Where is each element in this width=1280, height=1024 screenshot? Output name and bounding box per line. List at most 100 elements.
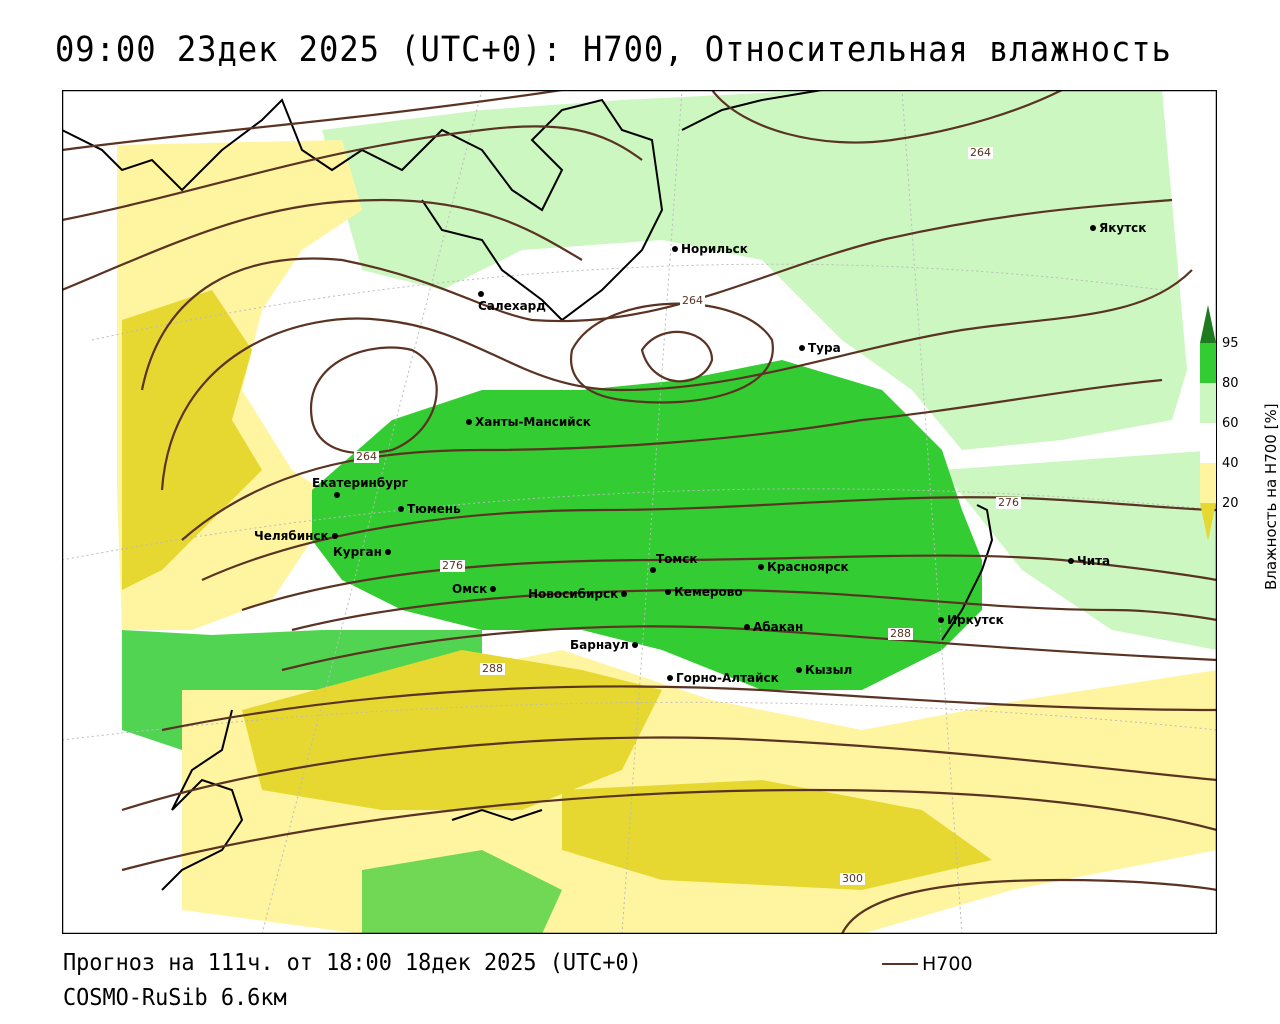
city-dot-icon bbox=[490, 586, 497, 592]
contour-label: 288 bbox=[480, 662, 505, 675]
contour-264-east bbox=[711, 90, 1063, 144]
contour-label: 264 bbox=[354, 450, 379, 463]
contour-300 bbox=[840, 878, 1217, 934]
city-label: Челябинск bbox=[254, 529, 329, 543]
city-marker[interactable]: Горно-Алтайск bbox=[667, 671, 779, 685]
legend-line-icon bbox=[882, 963, 918, 965]
city-dot-icon bbox=[799, 345, 805, 351]
city-dot-icon bbox=[478, 291, 484, 297]
city-label: Тюмень bbox=[407, 502, 461, 516]
model-name: COSMO-RuSib 6.6км bbox=[63, 985, 287, 1011]
city-marker[interactable]: Омск bbox=[452, 582, 497, 596]
city-label: Салехард bbox=[478, 299, 546, 313]
contour-label: 264 bbox=[680, 294, 705, 307]
city-label: Барнаул bbox=[570, 638, 629, 652]
city-label: Тура bbox=[808, 341, 841, 355]
city-dot-icon bbox=[744, 624, 750, 630]
city-label: Кызыл bbox=[805, 663, 853, 677]
city-dot-icon bbox=[672, 246, 678, 252]
map-frame bbox=[62, 90, 1217, 934]
city-label: Якутск bbox=[1099, 221, 1147, 235]
city-dot-icon bbox=[331, 533, 338, 539]
city-dot-icon bbox=[384, 549, 391, 555]
city-dot-icon bbox=[1068, 558, 1074, 564]
humidity-60-north bbox=[322, 90, 1187, 450]
weather-map[interactable] bbox=[62, 90, 1217, 934]
city-label: Иркутск bbox=[947, 613, 1004, 627]
humidity-80-band bbox=[312, 360, 982, 690]
humidity-0-west bbox=[122, 290, 262, 590]
contour-264-west bbox=[309, 346, 438, 455]
colorbar-top-triangle bbox=[1200, 305, 1216, 343]
city-dot-icon bbox=[631, 642, 638, 648]
contour-label: 276 bbox=[996, 496, 1021, 509]
contour-label: 264 bbox=[968, 146, 993, 159]
city-dot-icon bbox=[1090, 225, 1096, 231]
city-label: Чита bbox=[1077, 554, 1111, 568]
city-marker[interactable]: Новосибирск bbox=[528, 587, 628, 601]
city-label: Омск bbox=[452, 582, 488, 596]
city-marker[interactable]: Салехард bbox=[478, 291, 546, 313]
colorbar bbox=[1200, 305, 1216, 541]
city-marker[interactable]: Тура bbox=[799, 341, 841, 355]
city-label: Кемерово bbox=[674, 585, 743, 599]
city-dot-icon bbox=[650, 567, 656, 573]
city-label: Красноярск bbox=[767, 560, 849, 574]
colorbar-tick: 80 bbox=[1222, 376, 1239, 391]
city-marker[interactable]: Иркутск bbox=[938, 613, 1004, 627]
map-title: 09:00 23дек 2025 (UTC+0): H700, Относите… bbox=[55, 30, 1172, 70]
h700-contours bbox=[62, 90, 1217, 934]
city-label: Томск bbox=[656, 552, 698, 566]
city-label: Новосибирск bbox=[528, 587, 619, 601]
contour-264-center bbox=[640, 330, 714, 383]
colorbar-tick: 95 bbox=[1222, 336, 1239, 351]
colorbar-60-80 bbox=[1200, 383, 1216, 423]
colorbar-tick: 20 bbox=[1222, 496, 1239, 511]
city-label: Ханты-Мансийск bbox=[475, 415, 591, 429]
city-label: Норильск bbox=[681, 242, 748, 256]
city-marker[interactable]: Екатеринбург bbox=[312, 476, 408, 498]
city-marker[interactable]: Кызыл bbox=[796, 663, 852, 677]
colorbar-bottom-triangle bbox=[1200, 503, 1216, 541]
city-marker[interactable]: Ханты-Мансийск bbox=[466, 415, 591, 429]
city-label: Абакан bbox=[753, 620, 804, 634]
city-dot-icon bbox=[938, 617, 944, 623]
city-marker[interactable]: Якутск bbox=[1090, 221, 1146, 235]
humidity-0-southeast bbox=[562, 780, 992, 890]
contour-label: 300 bbox=[840, 872, 865, 885]
contour-label: 276 bbox=[440, 559, 465, 572]
contour-276 bbox=[201, 496, 1217, 582]
legend-label: H700 bbox=[922, 953, 973, 975]
colorbar-40-60 bbox=[1200, 423, 1216, 463]
city-label: Горно-Алтайск bbox=[676, 671, 779, 685]
city-marker[interactable]: Барнаул bbox=[570, 638, 638, 652]
city-dot-icon bbox=[758, 564, 764, 570]
city-marker[interactable]: Курган bbox=[333, 545, 391, 559]
city-label: Курган bbox=[333, 545, 382, 559]
colorbar-title: Влажность на H700 [%] bbox=[1262, 403, 1280, 590]
city-marker[interactable]: Челябинск bbox=[254, 529, 338, 543]
contour-label: 288 bbox=[888, 627, 913, 640]
city-marker[interactable]: Норильск bbox=[672, 242, 748, 256]
contour-288 bbox=[281, 625, 1217, 672]
city-label: Екатеринбург bbox=[312, 476, 408, 490]
colorbar-tick: 60 bbox=[1222, 416, 1239, 431]
city-dot-icon bbox=[398, 506, 404, 512]
city-marker[interactable]: Кемерово bbox=[665, 585, 743, 599]
city-marker[interactable]: Тюмень bbox=[398, 502, 461, 516]
city-dot-icon bbox=[665, 589, 671, 595]
city-marker[interactable]: Абакан bbox=[744, 620, 803, 634]
city-marker[interactable]: Красноярск bbox=[758, 560, 849, 574]
humidity-0-south bbox=[242, 650, 662, 810]
city-dot-icon bbox=[466, 419, 472, 425]
colorbar-80-95 bbox=[1200, 343, 1216, 383]
city-dot-icon bbox=[334, 492, 340, 498]
city-dot-icon bbox=[796, 667, 802, 673]
city-marker[interactable]: Чита bbox=[1068, 554, 1110, 568]
colorbar-20-40 bbox=[1200, 463, 1216, 503]
city-dot-icon bbox=[621, 591, 628, 597]
city-marker[interactable]: Томск bbox=[650, 552, 698, 573]
forecast-info: Прогноз на 111ч. от 18:00 18дек 2025 (UT… bbox=[63, 950, 642, 976]
colorbar-tick: 40 bbox=[1222, 456, 1239, 471]
humidity-60-south bbox=[362, 850, 562, 934]
